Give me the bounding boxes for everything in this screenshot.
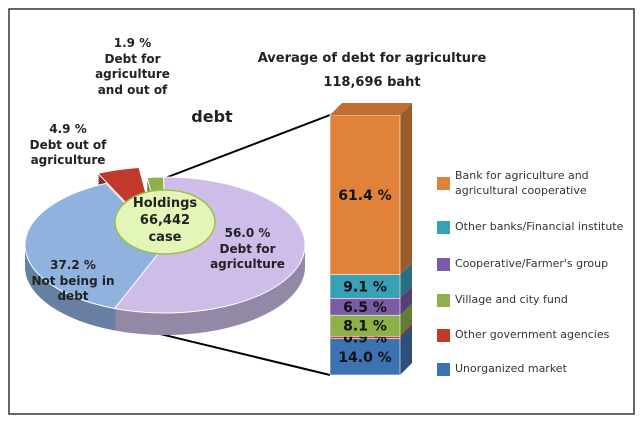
frame: [8, 8, 635, 415]
center-label: Holdings 66,442 case: [132, 196, 198, 245]
value-label: 56.0 %: [224, 226, 271, 240]
category-label: Debt for agriculture and out of: [95, 51, 170, 97]
bar-side: [400, 326, 412, 375]
connector: [151, 114, 331, 184]
pie-label: 37.2 % Not being in debt: [28, 258, 118, 305]
value-label: 8.1 %: [343, 319, 387, 335]
value-label: 61.4 %: [338, 188, 391, 204]
bar-title: Average of debt for agriculture: [258, 51, 487, 66]
bar-segment: [329, 114, 401, 275]
legend-swatch: [437, 221, 450, 234]
legend-swatch: [437, 294, 450, 307]
legend-swatch: [437, 363, 450, 376]
bar-side: [400, 286, 412, 316]
legend-label: Village and city fund: [455, 293, 568, 306]
bar-top: [330, 103, 412, 115]
bar-side: [400, 324, 412, 339]
value-label: 14.0 %: [338, 350, 391, 366]
category-label: Not being in debt: [31, 273, 115, 304]
category-label: Debt for agriculture: [210, 241, 285, 272]
legend-label: Other government agencies: [455, 328, 610, 341]
legend-label: Unorganized market: [455, 362, 567, 375]
value-label: 9.1 %: [343, 279, 387, 295]
legend-swatch: [437, 177, 450, 190]
bar-subtitle: 118,696 baht: [323, 75, 420, 90]
legend-label: Bank for agriculture and agricultural co…: [455, 169, 589, 198]
pie-slice: [113, 176, 306, 314]
legend-swatch: [437, 258, 450, 271]
legend-swatch: [437, 329, 450, 342]
bar-side: [400, 262, 412, 299]
value-label: 1.9 %: [113, 36, 152, 50]
pie-label: 4.9 % Debt out of agriculture: [28, 122, 108, 169]
value-label: 6.5 %: [343, 300, 387, 316]
annotation: debt: [191, 107, 233, 126]
center-badge: [114, 189, 216, 255]
bar-side: [400, 303, 412, 337]
bar-side: [400, 103, 412, 275]
pie-label: 56.0 % Debt for agriculture: [200, 226, 295, 273]
legend-label: Other banks/Financial institute: [455, 220, 624, 233]
pie-label: 1.9 % Debt for agriculture and out of: [85, 36, 180, 98]
legend-label: Cooperative/Farmer's group: [455, 257, 609, 270]
value-label: 37.2 %: [50, 258, 96, 272]
value-label: 4.9 %: [49, 122, 87, 136]
bar-segment: [329, 338, 401, 376]
category-label: Debt out of agriculture: [29, 137, 107, 168]
